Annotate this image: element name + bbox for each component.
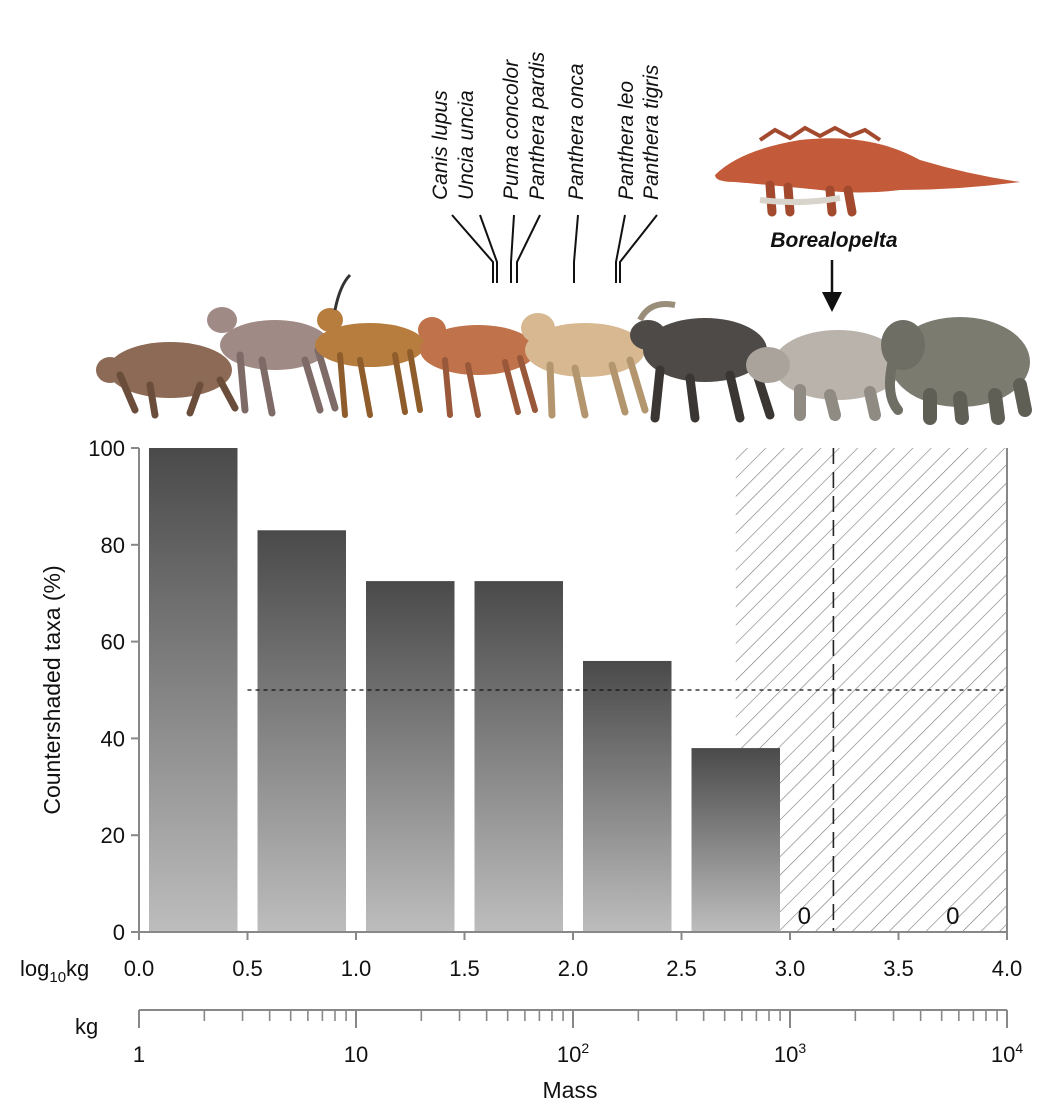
species-label: Panthera onca	[565, 63, 588, 200]
bar	[474, 581, 563, 932]
x-tick-label: 0.5	[232, 956, 263, 981]
kg-tick-label: 1	[133, 1042, 145, 1067]
onager-silhouette	[521, 313, 649, 419]
animal-silhouettes	[96, 125, 1032, 425]
pronghorn-silhouette	[418, 317, 538, 418]
y-axis-title: Countershaded taxa (%)	[39, 565, 65, 814]
kg-tick-label: 104	[991, 1040, 1023, 1067]
kg-axis-label: kg	[75, 1014, 98, 1039]
bar	[583, 660, 672, 932]
species-connector	[479, 214, 498, 283]
species-labels: Canis lupus Uncia uncia Puma concolor Panth…	[429, 51, 663, 283]
bar	[366, 581, 455, 932]
bar	[149, 448, 238, 932]
bar-zero-label: 0	[798, 903, 811, 930]
kg-tick-label: 10	[344, 1042, 368, 1067]
y-tick-label: 100	[88, 436, 125, 461]
bar	[691, 748, 780, 932]
muntjac-silhouette	[207, 307, 339, 417]
borealopelta-label: Borealopelta	[770, 229, 898, 252]
x-tick-label: 3.0	[775, 956, 806, 981]
elephant-silhouette	[881, 317, 1032, 425]
species-label: Panthera leo	[615, 81, 638, 200]
x-tick-label: 1.0	[341, 956, 372, 981]
species-connector	[516, 214, 541, 283]
x-tick-label: 4.0	[992, 956, 1023, 981]
x-tick-label: 1.5	[449, 956, 480, 981]
y-tick-label: 80	[101, 533, 125, 558]
bar	[257, 530, 346, 932]
species-connector	[510, 214, 515, 283]
species-connector	[573, 214, 579, 283]
species-label: Uncia uncia	[455, 90, 478, 200]
x-axis-log-ticks: 0.0 0.5 1.0 1.5 2.0 2.5 3.0 3.5 4.0	[124, 932, 1023, 981]
x-tick-label: 0.0	[124, 956, 155, 981]
species-label: Panthera pardis	[526, 51, 549, 200]
x-axis-title: Mass	[543, 1077, 598, 1103]
y-tick-label: 20	[101, 823, 125, 848]
borealopelta-silhouette	[715, 125, 1020, 217]
log-axis-label: log10kg	[20, 956, 89, 986]
x-tick-label: 3.5	[883, 956, 914, 981]
x-tick-label: 2.0	[558, 956, 589, 981]
kg-tick-label: 103	[774, 1040, 806, 1067]
species-label: Puma concolor	[500, 59, 523, 200]
borealopelta-annotation: Borealopelta	[770, 229, 898, 312]
bars	[149, 448, 780, 932]
species-connector	[451, 214, 494, 283]
y-tick-label: 40	[101, 726, 125, 751]
x-tick-label: 2.5	[666, 956, 697, 981]
moose-silhouette	[630, 301, 775, 423]
y-tick-label: 60	[101, 630, 125, 655]
y-axis-ticks: 0 20 40 60 80 100	[88, 436, 139, 945]
species-label: Canis lupus	[429, 90, 452, 200]
kg-axis: 1 10 102 103 104	[133, 1009, 1023, 1067]
y-tick-label: 0	[113, 920, 125, 945]
kg-tick-label: 102	[557, 1040, 589, 1067]
mouse-deer-silhouette	[96, 342, 239, 419]
species-label: Panthera tigris	[640, 64, 663, 200]
gazelle-silhouette	[315, 273, 425, 418]
species-connector	[619, 214, 658, 283]
rhinoceros-silhouette	[746, 330, 903, 421]
species-connector	[615, 214, 626, 283]
bar-zero-label: 0	[946, 903, 959, 930]
